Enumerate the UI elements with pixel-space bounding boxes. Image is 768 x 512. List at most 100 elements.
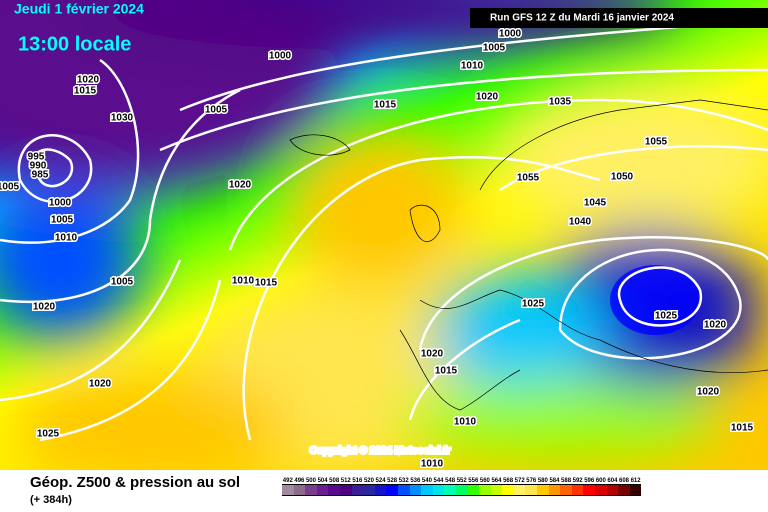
scale-swatch xyxy=(525,484,538,496)
scale-swatch xyxy=(467,484,480,496)
scale-swatch xyxy=(560,484,572,496)
isobar-label: 1045 xyxy=(584,198,607,209)
isobar-label: 995 xyxy=(28,152,45,163)
isobar-label: 1020 xyxy=(229,180,252,191)
isobar-label: 1040 xyxy=(569,217,592,228)
scale-label: 536 xyxy=(410,478,421,484)
scale-label: 572 xyxy=(514,478,525,484)
scale-cell: 512 xyxy=(339,478,352,496)
isobar-label: 1020 xyxy=(421,349,444,360)
scale-label: 580 xyxy=(537,478,548,484)
scale-label: 520 xyxy=(363,478,374,484)
scale-swatch xyxy=(397,484,410,496)
scale-label: 592 xyxy=(572,478,583,484)
scale-label: 552 xyxy=(456,478,467,484)
map: Jeudi 1 février 2024 13:00 locale Run GF… xyxy=(0,0,768,470)
time: 13:00 locale xyxy=(18,33,131,55)
isobar-label: 1015 xyxy=(731,423,754,434)
scale-swatch xyxy=(513,484,526,496)
isobar-label: 1055 xyxy=(645,137,668,148)
scale-label: 504 xyxy=(317,478,328,484)
isobar-label: 1025 xyxy=(37,429,60,440)
scale-cell: 508 xyxy=(328,478,340,496)
scale-swatch xyxy=(374,484,387,496)
scale-swatch xyxy=(571,484,584,496)
scale-label: 596 xyxy=(584,478,595,484)
isobar-label: 1005 xyxy=(0,182,20,193)
scale-cell: 576 xyxy=(525,478,538,496)
scale-swatch xyxy=(293,484,306,496)
scale-cell: 592 xyxy=(571,478,584,496)
scale-swatch xyxy=(583,484,596,496)
scale-cell: 560 xyxy=(479,478,491,496)
scale-cell: 540 xyxy=(421,478,433,496)
isobar-label: 1010 xyxy=(232,276,255,287)
isobar-label: 1005 xyxy=(111,277,134,288)
isobar-label: 1005 xyxy=(483,43,506,54)
scale-cell: 496 xyxy=(293,478,306,496)
scale-swatch xyxy=(595,484,607,496)
date: Jeudi 1 février 2024 xyxy=(14,1,144,17)
isobar-label: 1020 xyxy=(33,302,56,313)
isobar-label: 1005 xyxy=(205,105,228,116)
isobar-label: 985 xyxy=(32,170,49,181)
scale-cell: 504 xyxy=(316,478,329,496)
scale-cell: 584 xyxy=(548,478,561,496)
scale-swatch xyxy=(444,484,456,496)
scale-cell: 516 xyxy=(351,478,364,496)
scale-cell: 548 xyxy=(444,478,456,496)
scale-label: 516 xyxy=(352,478,363,484)
scale-swatch xyxy=(328,484,340,496)
scale-label: 612 xyxy=(630,478,641,484)
scale-swatch xyxy=(548,484,561,496)
scale-cell: 568 xyxy=(502,478,514,496)
isobar-label: 1000 xyxy=(269,51,292,62)
scale-cell: 528 xyxy=(386,478,398,496)
isobar-label: 1015 xyxy=(435,366,458,377)
isobar-label: 1035 xyxy=(549,97,572,108)
scale-label: 524 xyxy=(375,478,386,484)
scale-label: 584 xyxy=(549,478,560,484)
scale-label: 512 xyxy=(340,478,351,484)
isobar-label: 1005 xyxy=(51,215,74,226)
scale-swatch xyxy=(618,484,630,496)
run-box xyxy=(470,8,768,28)
run: Run GFS 12 Z du Mardi 16 janvier 2024 xyxy=(490,13,674,24)
scale-label: 500 xyxy=(305,478,316,484)
scale-swatch xyxy=(502,484,514,496)
scale-label: 544 xyxy=(433,478,444,484)
isobar-label: 1015 xyxy=(374,100,397,111)
footer-title: Géop. Z500 & pression au sol xyxy=(30,474,241,491)
scale-cell: 552 xyxy=(455,478,468,496)
scale-label: 568 xyxy=(503,478,514,484)
scale-swatch xyxy=(282,484,294,496)
footer-lead: (+ 384h) xyxy=(30,494,72,506)
isobar-label: 1025 xyxy=(522,299,545,310)
scale-cell: 604 xyxy=(606,478,619,496)
scale-cell: 596 xyxy=(583,478,596,496)
scale-swatch xyxy=(316,484,329,496)
scale-swatch xyxy=(363,484,375,496)
scale-swatch xyxy=(537,484,549,496)
isobar-label: 1000 xyxy=(499,29,522,40)
scale-label: 532 xyxy=(398,478,409,484)
isobar-label: 1010 xyxy=(454,417,477,428)
scale-cell: 544 xyxy=(432,478,445,496)
scale-swatch xyxy=(351,484,364,496)
scale-swatch xyxy=(305,484,317,496)
scale-swatch xyxy=(432,484,445,496)
scale-label: 528 xyxy=(387,478,398,484)
isobar-label: 1020 xyxy=(697,387,720,398)
scale-label: 548 xyxy=(445,478,456,484)
scale-label: 588 xyxy=(561,478,572,484)
scale-cell: 532 xyxy=(397,478,410,496)
scale-cell: 580 xyxy=(537,478,549,496)
isobars xyxy=(0,18,768,442)
scale-swatch xyxy=(606,484,619,496)
isobar-label: 1010 xyxy=(55,233,78,244)
isobar-label: 1020 xyxy=(77,75,100,86)
isobar-labels: 1000 1005 1010 1015 1020 1025 1025 1020 1020 1015… xyxy=(0,27,755,470)
scale-label: 508 xyxy=(329,478,340,484)
isobar-label: 1055 xyxy=(517,173,540,184)
scale-cell: 564 xyxy=(490,478,503,496)
